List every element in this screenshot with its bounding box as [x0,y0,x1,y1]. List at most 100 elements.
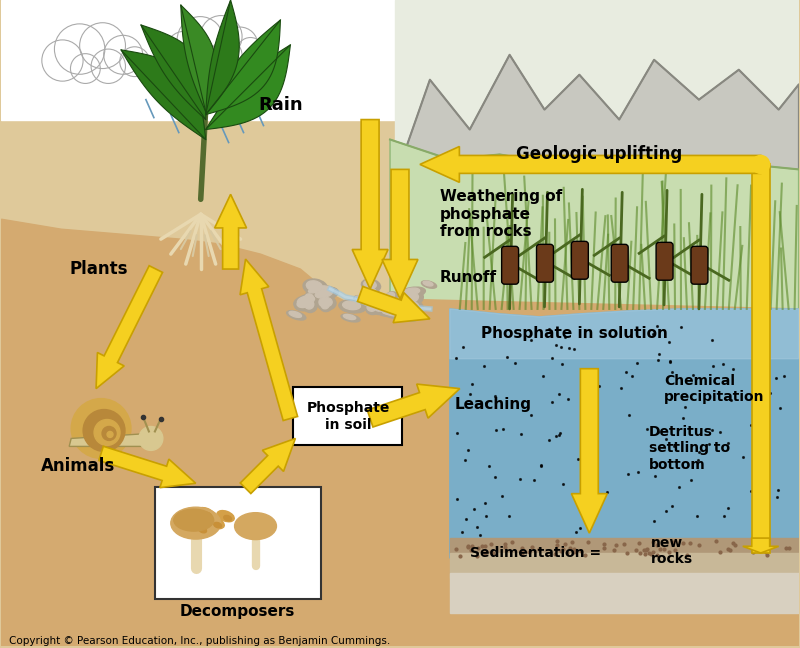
Polygon shape [450,573,798,613]
Circle shape [83,410,125,452]
Ellipse shape [197,507,214,519]
Ellipse shape [298,295,314,305]
Ellipse shape [217,511,234,522]
Ellipse shape [322,302,329,309]
Polygon shape [141,25,206,120]
Ellipse shape [286,310,306,320]
Ellipse shape [318,290,330,299]
Ellipse shape [177,513,194,524]
Circle shape [200,16,242,58]
Circle shape [139,426,163,450]
Ellipse shape [365,290,379,305]
Ellipse shape [366,292,375,301]
Text: Chemical
precipitation: Chemical precipitation [664,373,765,404]
Polygon shape [240,439,295,494]
Text: new
rocks: new rocks [651,536,694,566]
FancyBboxPatch shape [537,244,554,282]
Ellipse shape [354,295,370,303]
Text: Decomposers: Decomposers [180,605,295,619]
Polygon shape [206,20,281,115]
Text: Phosphate in solution: Phosphate in solution [481,327,668,341]
Ellipse shape [374,299,387,308]
Circle shape [107,432,113,437]
Polygon shape [96,266,162,389]
Ellipse shape [305,300,314,309]
Text: Phosphate
in soil: Phosphate in soil [306,401,390,432]
Ellipse shape [404,300,423,314]
FancyBboxPatch shape [691,246,708,284]
Circle shape [42,40,83,81]
Ellipse shape [374,303,390,311]
Ellipse shape [171,507,221,539]
Circle shape [752,156,770,174]
Ellipse shape [386,292,398,301]
Ellipse shape [318,286,338,293]
Circle shape [94,419,120,445]
Ellipse shape [319,297,329,307]
Ellipse shape [207,518,224,529]
Ellipse shape [387,301,413,310]
Ellipse shape [397,305,407,313]
Ellipse shape [214,522,222,528]
Ellipse shape [304,293,317,304]
Polygon shape [99,446,196,488]
Polygon shape [450,309,798,558]
Ellipse shape [377,297,402,305]
Polygon shape [571,369,607,533]
Polygon shape [2,0,798,120]
Text: Leaching: Leaching [455,397,532,412]
Ellipse shape [303,298,318,312]
Text: Copyright © Pearson Education, Inc., publishing as Benjamin Cummings.: Copyright © Pearson Education, Inc., pub… [10,636,390,646]
Ellipse shape [380,297,396,303]
Ellipse shape [379,309,406,317]
Circle shape [222,27,258,63]
Ellipse shape [364,281,376,288]
Ellipse shape [184,518,191,523]
Polygon shape [390,139,798,309]
Ellipse shape [303,279,327,295]
Polygon shape [2,219,798,645]
Polygon shape [214,194,246,269]
Ellipse shape [401,312,418,321]
Text: Detritus
settling to
bottom: Detritus settling to bottom [649,425,730,472]
Ellipse shape [391,301,407,307]
Circle shape [237,38,264,65]
Ellipse shape [343,314,356,319]
Ellipse shape [382,308,398,316]
Ellipse shape [199,527,206,533]
Ellipse shape [192,522,210,534]
Ellipse shape [378,308,403,319]
Circle shape [80,23,126,69]
Ellipse shape [320,296,336,310]
FancyBboxPatch shape [294,387,402,445]
Ellipse shape [306,288,325,295]
Text: Weathering of
phosphate
from rocks: Weathering of phosphate from rocks [440,189,562,239]
Ellipse shape [234,513,277,540]
Ellipse shape [306,281,322,291]
Text: Geologic uplifting: Geologic uplifting [516,145,682,163]
Ellipse shape [339,300,366,313]
Circle shape [70,54,100,84]
Circle shape [91,49,126,84]
Polygon shape [206,45,290,130]
Circle shape [166,31,203,69]
Ellipse shape [398,287,426,299]
Circle shape [192,44,219,71]
Ellipse shape [406,301,419,310]
Ellipse shape [355,296,366,301]
Ellipse shape [369,286,380,302]
Polygon shape [352,120,388,289]
Polygon shape [181,5,216,111]
Polygon shape [69,434,151,446]
Ellipse shape [423,281,433,286]
Ellipse shape [367,303,377,311]
Polygon shape [382,169,418,299]
FancyBboxPatch shape [571,241,588,279]
Polygon shape [367,384,460,427]
Ellipse shape [315,289,333,298]
Ellipse shape [320,286,334,291]
Ellipse shape [396,307,408,314]
Ellipse shape [371,298,392,312]
Polygon shape [358,286,430,323]
Ellipse shape [322,297,332,307]
